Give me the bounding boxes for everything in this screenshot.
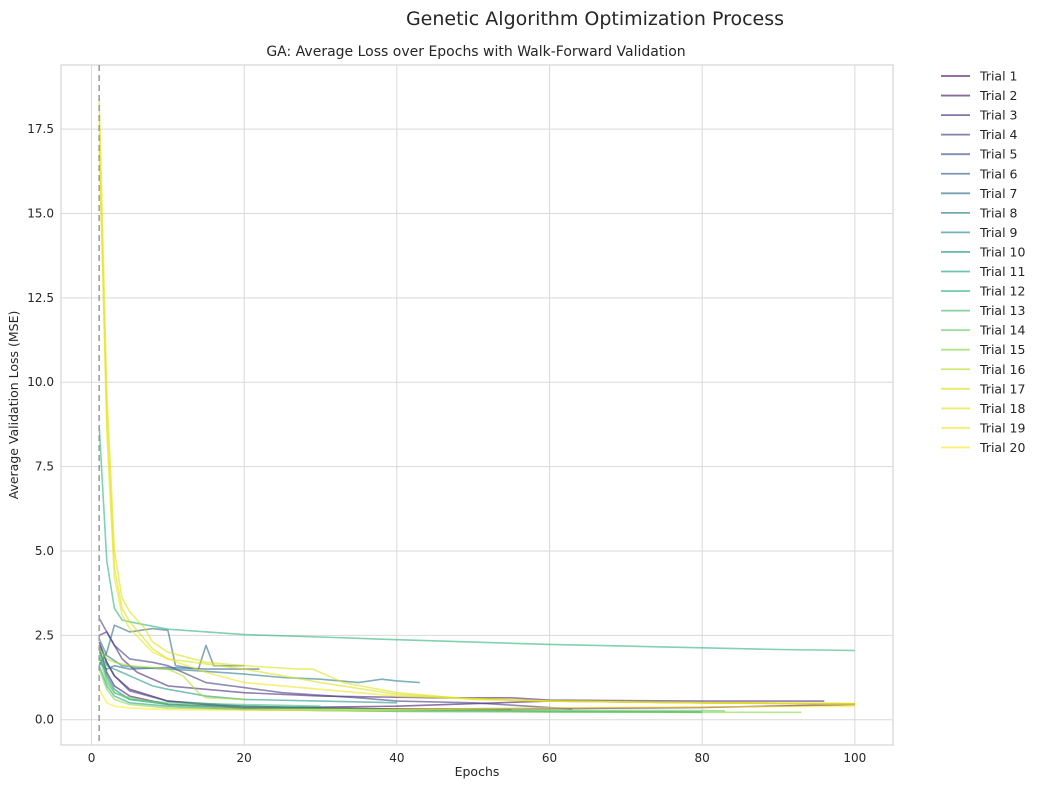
y-tick-label: 10.0 [27,375,54,389]
x-tick-label: 60 [542,751,557,765]
x-axis-ticks: 0 20 40 60 80 100 [88,751,867,765]
x-tick-label: 0 [88,751,96,765]
legend-label: Trial 4 [979,127,1018,142]
grid-lines [61,65,893,745]
chart-title: Genetic Algorithm Optimization Process [406,8,784,30]
legend-label: Trial 18 [979,401,1025,416]
series-line-trial-14 [98,655,726,712]
series-line-trial-3 [98,631,825,702]
legend-label: Trial 19 [979,420,1025,435]
legend-label: Trial 6 [979,166,1018,181]
x-axis-label: Epochs [455,764,500,779]
y-tick-label: 12.5 [27,291,54,305]
series-line-trial-10 [98,651,397,704]
series-line-trial-12 [98,426,855,652]
x-tick-label: 20 [237,751,252,765]
x-tick-label: 80 [695,751,710,765]
legend-label: Trial 12 [979,284,1025,299]
x-tick-label: 100 [843,751,866,765]
y-tick-label: 0.0 [35,713,54,727]
series-line-trial-8 [98,638,420,684]
series-lines [98,98,855,714]
legend-label: Trial 9 [979,225,1018,240]
series-line-trial-15 [98,668,802,714]
legend-label: Trial 15 [979,342,1025,357]
x-tick-label: 40 [389,751,404,765]
legend-label: Trial 13 [979,303,1025,318]
series-line-trial-16 [98,648,245,701]
legend-label: Trial 20 [979,440,1025,455]
y-axis-ticks: 0.0 2.5 5.0 7.5 10.0 12.5 15.0 17.5 [27,122,54,727]
legend-label: Trial 17 [979,381,1025,396]
y-tick-label: 15.0 [27,206,54,220]
y-tick-label: 2.5 [35,628,54,642]
legend-label: Trial 7 [979,186,1017,201]
series-line-trial-4 [98,618,573,710]
legend-label: Trial 2 [979,88,1017,103]
y-tick-label: 17.5 [27,122,54,136]
y-tick-label: 5.0 [35,544,54,558]
legend-label: Trial 11 [979,264,1025,279]
y-tick-label: 7.5 [35,460,54,474]
legend-label: Trial 16 [979,362,1025,377]
legend-label: Trial 3 [979,108,1017,123]
series-line-trial-19 [98,118,855,705]
legend-label: Trial 5 [979,147,1017,162]
y-axis-label: Average Validation Loss (MSE) [6,311,21,500]
legend-label: Trial 10 [979,244,1025,259]
legend-label: Trial 1 [979,69,1017,84]
chart-subtitle: GA: Average Loss over Epochs with Walk-F… [266,44,685,60]
legend-label: Trial 14 [979,323,1025,338]
series-line-trial-13 [98,645,321,707]
legend-label: Trial 8 [979,205,1018,220]
series-line-trial-20 [98,688,855,711]
legend: Trial 1 Trial 2 Trial 3 Trial 4 Trial 5 Trial… [941,69,1025,455]
